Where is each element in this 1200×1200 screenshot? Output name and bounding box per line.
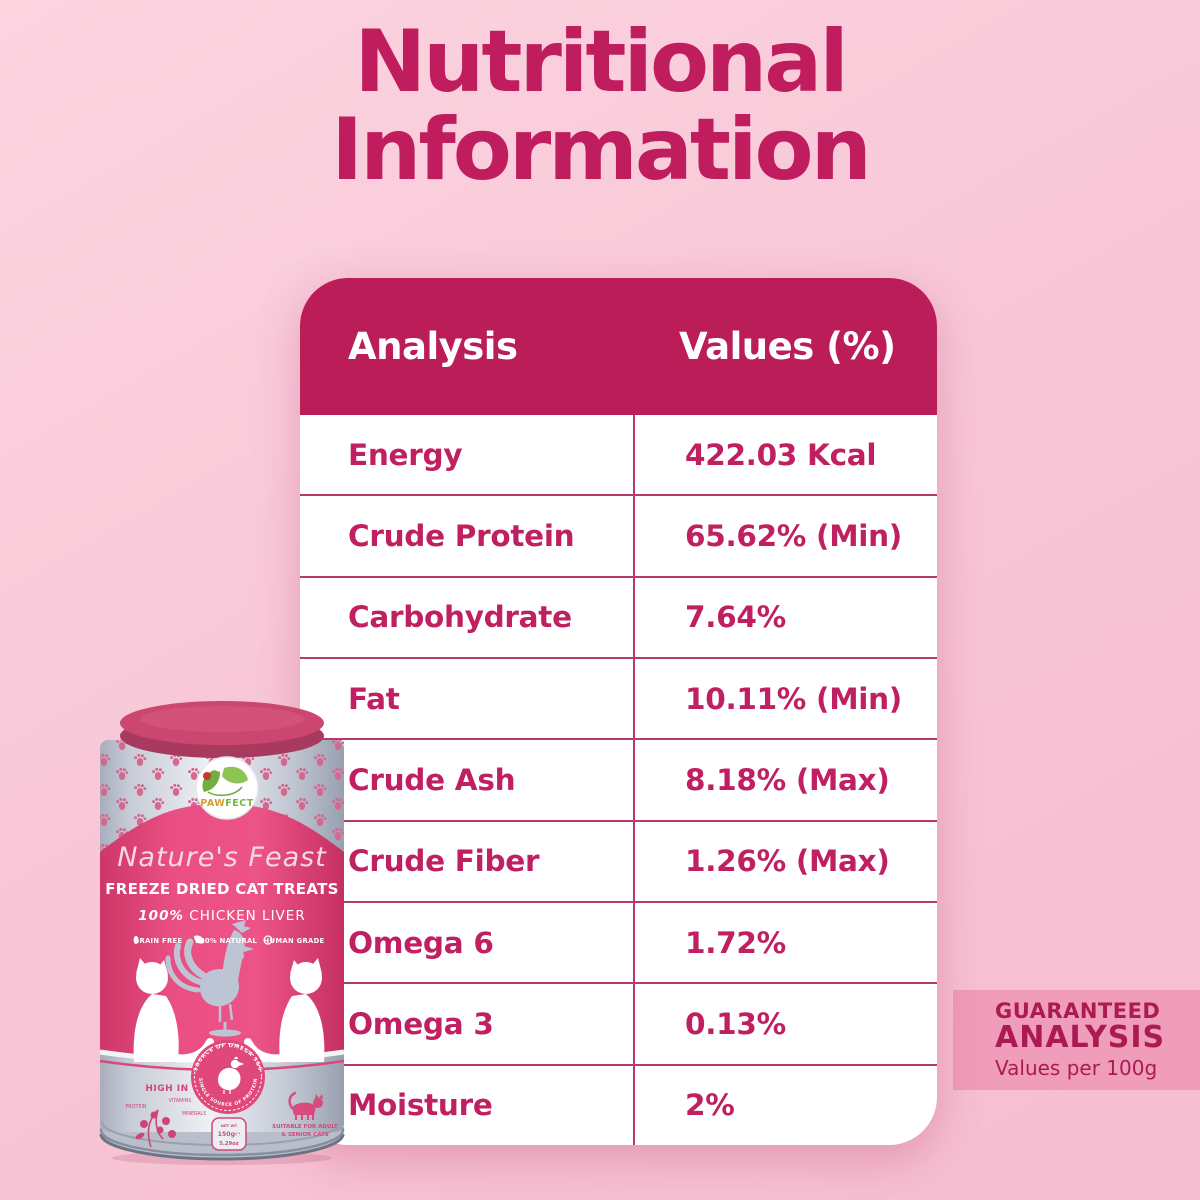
can-lid [120,701,324,758]
suitable-line2: & SENIOR CATS [281,1132,329,1138]
table-row: Omega 3 0.13% [300,982,937,1064]
table-row: Fat 10.11% (Min) [300,656,937,739]
wheat-icon [133,936,139,944]
table-row: Omega 6 1.72% [300,900,937,983]
row-value: 1.72% [633,902,937,983]
badge-grain-free: GRAIN FREE [134,937,183,945]
row-label: Crude Protein [348,518,575,553]
can-graphic: PAWFECT Nature's Feast FREEZE DRIED CAT … [99,701,345,1165]
omega-seal: SOURCE OF OMEGA 3&6 SINGLE SOURCE OF PRO… [191,1040,265,1114]
analysis-label: ANALYSIS [995,1019,1166,1055]
table-row: Crude Protein 65.62% (Min) [300,494,937,576]
table-row: Carbohydrate 7.64% [300,575,937,657]
table-row: Energy 422.03 Kcal [300,415,937,495]
rooster-icon [165,920,254,1037]
row-value: 0.13% [633,984,937,1064]
row-value: 65.62% (Min) [633,496,937,576]
brand-name: PAWFECT [200,798,253,809]
suitable-block: SUITABLE FOR ADULT & SENIOR CATS [272,1091,338,1138]
high-in-block: HIGH IN PROTEIN VITAMINS MINERALS [126,1084,206,1148]
berry-icon [203,772,211,780]
row-label: Crude Ash [348,762,516,797]
row-value: 1.26% (Max) [633,821,937,901]
table-row: Moisture 2% [300,1063,937,1145]
product-title: FREEZE DRIED CAT TREATS [105,880,338,898]
guaranteed-label: GUARANTEED [995,998,1161,1023]
high-in-minerals: MINERALS [182,1111,206,1117]
net-wt-oz: 5.29oz [219,1141,238,1147]
row-label: Moisture [348,1088,493,1123]
row-value: 7.64% [633,577,937,657]
product-script-name: Nature's Feast [117,842,327,873]
high-in-label: HIGH IN [145,1084,188,1094]
values-per-100g-label: Values per 100g [995,1055,1158,1080]
row-value: 2% [633,1065,937,1145]
row-label: Omega 3 [348,1006,494,1041]
net-weight-pill: NET WT 150g℮ 5.29oz [211,1117,247,1151]
page-title-line1: Nutritional [354,12,849,112]
nutrition-table: Analysis Values (%) Energy 422.03 Kcal C… [300,278,937,1145]
table-row: Crude Ash 8.18% (Max) [300,738,937,820]
guaranteed-analysis-badge: GUARANTEED ANALYSIS Values per 100g [953,990,1200,1090]
row-value: 422.03 Kcal [633,415,937,495]
high-in-vitamins: VITAMINS [169,1098,192,1104]
row-label: Energy [348,437,463,472]
row-label: Carbohydrate [348,600,572,635]
header-values: Values (%) [679,325,896,368]
berry-sprig-icon [135,1109,176,1148]
row-value: 8.18% (Max) [633,740,937,820]
table-body: Energy 422.03 Kcal Crude Protein 65.62% … [300,415,937,1145]
small-cat-icon [288,1091,323,1120]
row-value: 10.11% (Min) [633,658,937,739]
row-label: Omega 6 [348,925,494,960]
suitable-line1: SUITABLE FOR ADULT [272,1124,338,1130]
net-wt-grams: 150g℮ [218,1131,241,1138]
cat-silhouette-left [133,958,214,1063]
badge-human-grade: HUMAN GRADE [264,937,325,945]
page-title: Nutritional Information [0,18,1200,194]
cat-silhouette-right [244,958,325,1063]
pawfect-logo: PAWFECT [195,756,259,820]
row-label: Crude Fiber [348,844,540,879]
human-grade-icon [263,935,273,945]
header-analysis: Analysis [348,325,518,368]
table-row: Crude Fiber 1.26% (Max) [300,819,937,901]
feature-badges: GRAIN FREE 100% NATURAL HUMAN GRADE [133,935,325,945]
page-title-line2: Information [331,100,872,200]
leaf-icon [194,935,204,944]
leaf-icon [222,766,248,784]
table-header: Analysis Values (%) [300,278,937,415]
net-wt-label: NET WT [221,1123,238,1128]
product-can-image: PAWFECT Nature's Feast FREEZE DRIED CAT … [96,692,348,1168]
row-label: Fat [348,681,400,716]
chicken-icon [218,1056,244,1094]
high-in-protein: PROTEIN [126,1104,147,1110]
flavor-line: 100% CHICKEN LIVER [138,908,305,924]
badge-natural: 100% NATURAL [195,937,258,945]
